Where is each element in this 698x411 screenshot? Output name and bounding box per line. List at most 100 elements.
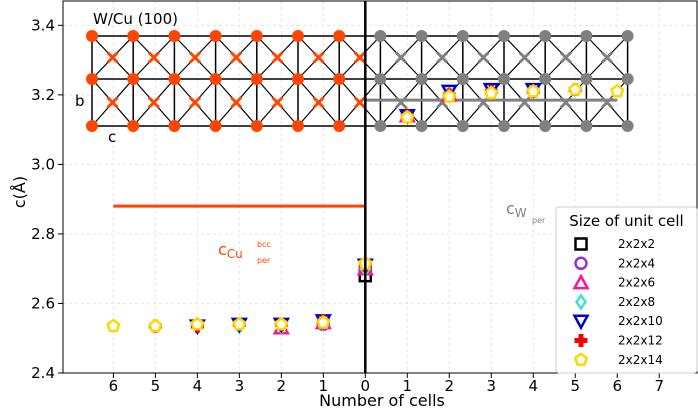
lattice-atom xyxy=(456,120,469,132)
legend-marker xyxy=(574,334,588,347)
lattice-atom xyxy=(539,30,552,42)
legend-label: 2x2x6 xyxy=(618,276,655,290)
data-point xyxy=(106,318,121,333)
axes xyxy=(58,0,698,378)
lattice-center-atom xyxy=(106,51,119,64)
lattice-atom xyxy=(209,73,222,85)
lattice-atom xyxy=(333,73,346,85)
data-points xyxy=(106,82,625,336)
legend-marker xyxy=(574,293,588,311)
legend-marker xyxy=(573,352,589,366)
data-point xyxy=(400,109,415,124)
legend-label: 2x2x14 xyxy=(618,353,663,367)
data-point xyxy=(316,315,331,329)
x-axis-label: Number of cells xyxy=(319,391,445,410)
lattice-atom xyxy=(127,120,140,132)
lattice-center-atom xyxy=(436,51,449,64)
lattice-center-atom xyxy=(600,51,614,64)
reference-line-label: cCu xyxy=(218,240,243,261)
legend-box xyxy=(555,206,698,374)
lattice-center-atom xyxy=(188,51,202,64)
data-point xyxy=(232,316,247,331)
y-tick-label: 2.8 xyxy=(31,225,55,243)
lattice-atom xyxy=(292,73,304,85)
inset-label-c: c xyxy=(108,128,116,146)
plot-frame xyxy=(62,0,698,374)
x-tick-label: 3 xyxy=(235,377,245,395)
y-tick-label: 3.2 xyxy=(31,86,55,104)
lattice-atom xyxy=(250,120,263,132)
legend-label: 2x2x4 xyxy=(618,256,655,270)
y-axis-label: c(Å) xyxy=(10,176,29,208)
lattice-atom xyxy=(127,30,140,42)
legend-label: 2x2x8 xyxy=(618,295,655,309)
x-tick-label: 4 xyxy=(528,377,538,395)
lattice-atom xyxy=(374,120,387,132)
reference-line-label: cW xyxy=(506,199,527,220)
lattice-atom xyxy=(498,120,510,132)
lattice-atom xyxy=(86,120,98,132)
lattice-center-atom xyxy=(230,96,243,109)
data-point xyxy=(484,85,499,100)
lattice-atom xyxy=(498,73,510,85)
lattice-center-atom xyxy=(230,51,243,64)
lattice-atom xyxy=(374,73,387,85)
data-point xyxy=(274,316,289,331)
data-point xyxy=(526,83,541,98)
lattice-atom xyxy=(539,120,552,132)
lattice-center-atom xyxy=(559,51,572,64)
lattice-atom xyxy=(580,30,593,42)
inset-title: W/Cu (100) xyxy=(93,10,178,28)
lattice-atom xyxy=(292,30,304,42)
tick-labels: 6 5 4 3 2 1 0 1 2 3 4 5 6 7 2.4 2.6 2.8 3.0 3.2 3.4 xyxy=(31,16,664,395)
legend-label: 2x2x2 xyxy=(618,237,655,251)
lattice-atom xyxy=(621,120,634,132)
x-tick-label: 3 xyxy=(486,377,496,395)
lattice-atom xyxy=(250,73,263,85)
lattice-atom xyxy=(86,30,98,42)
lattice-atom xyxy=(168,30,181,42)
lattice-center-atom xyxy=(353,51,366,64)
reference-line-sub: per xyxy=(532,216,546,225)
lattice-atom xyxy=(127,73,140,85)
lattice-atom xyxy=(168,73,181,85)
x-tick-label: 6 xyxy=(109,377,119,395)
lattice-atom xyxy=(168,120,181,132)
lattice-center-atom xyxy=(271,51,284,64)
lattice-atom xyxy=(498,30,510,42)
lattice-atom xyxy=(539,73,552,85)
data-point xyxy=(610,83,625,98)
legend-marker xyxy=(574,256,588,271)
lattice-center-atom xyxy=(147,51,160,64)
lattice-center-atom xyxy=(312,96,325,109)
lattice-center-atom xyxy=(477,51,490,64)
y-tick-label: 3.0 xyxy=(31,155,55,173)
lattice-atom xyxy=(415,30,428,42)
lattice-center-atom xyxy=(518,51,531,64)
lattice-atom xyxy=(456,73,469,85)
lattice-atom xyxy=(374,30,387,42)
legend-marker xyxy=(574,237,588,251)
x-tick-label: 5 xyxy=(151,377,161,395)
legend-marker xyxy=(572,273,590,290)
data-point xyxy=(148,318,163,333)
lattice-center-atom xyxy=(394,51,408,64)
lattice-center-atom xyxy=(147,96,160,109)
lattice-atom xyxy=(333,120,346,132)
legend-label: 2x2x12 xyxy=(618,334,663,348)
lattice-atom xyxy=(333,30,346,42)
lattice-atom xyxy=(580,73,593,85)
lattice-atom xyxy=(621,73,634,85)
reference-line-sup: bcc xyxy=(257,240,271,249)
lattice-center-atom xyxy=(271,96,284,109)
y-tick-label: 2.6 xyxy=(31,294,55,312)
lattice-center-atom xyxy=(353,96,366,109)
lattice-atom xyxy=(86,73,98,85)
x-tick-label: 4 xyxy=(193,377,203,395)
legend-marker xyxy=(572,314,590,331)
y-tick-label: 3.4 xyxy=(31,16,55,34)
lattice-atom xyxy=(456,30,469,42)
lattice-inset xyxy=(86,30,634,132)
data-point xyxy=(190,316,205,331)
